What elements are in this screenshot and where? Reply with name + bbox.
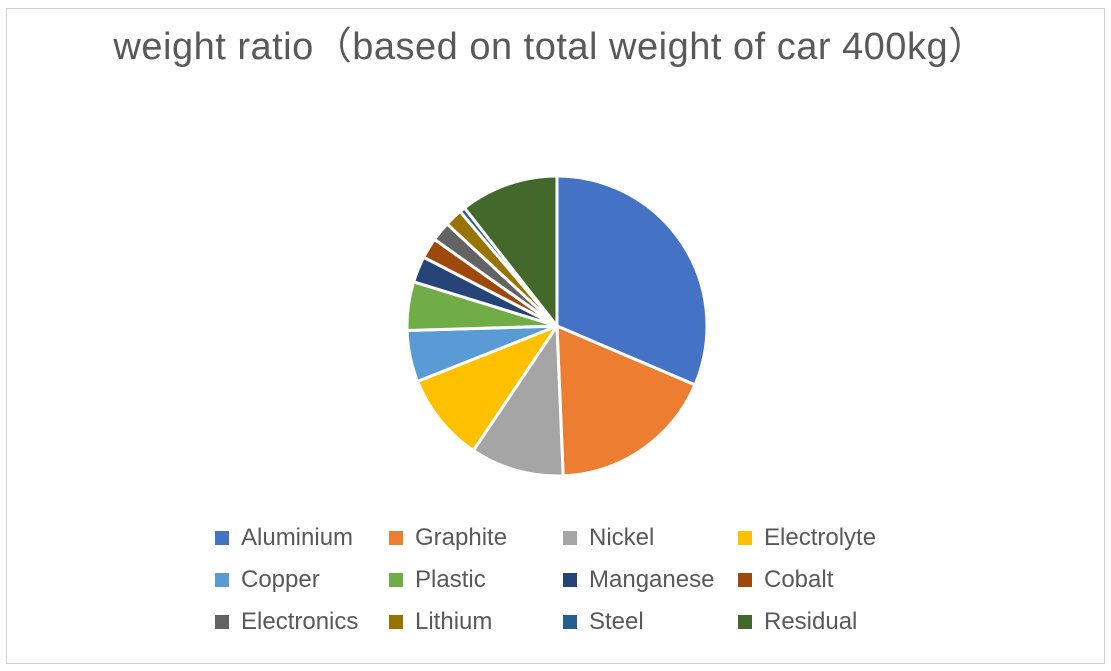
legend-label: Electronics xyxy=(241,608,359,635)
legend-label: Graphite xyxy=(415,524,508,551)
legend-label: Nickel xyxy=(589,524,655,551)
legend-label: Copper xyxy=(241,566,320,593)
legend-item-residual: Residual xyxy=(738,602,857,642)
legend-swatch xyxy=(389,531,403,545)
legend-swatch xyxy=(563,615,577,629)
legend-swatch xyxy=(389,615,403,629)
legend-label: Steel xyxy=(589,608,644,635)
legend-swatch xyxy=(215,615,229,629)
legend-label: Residual xyxy=(764,608,858,635)
legend-swatch xyxy=(215,531,229,545)
legend-swatch xyxy=(738,615,752,629)
legend-label: Aluminium xyxy=(241,524,354,551)
pie-slice-aluminium xyxy=(555,174,709,387)
legend-label: Cobalt xyxy=(764,566,834,593)
legend-item-lithium: Lithium xyxy=(389,602,492,642)
legend-item-plastic: Plastic xyxy=(389,560,486,600)
legend-item-copper: Copper xyxy=(215,560,320,600)
legend-item-nickel: Nickel xyxy=(563,518,654,558)
legend-item-electronics: Electronics xyxy=(215,602,358,642)
legend-swatch xyxy=(738,531,752,545)
legend-swatch xyxy=(738,573,752,587)
legend-swatch xyxy=(563,573,577,587)
legend-swatch xyxy=(389,573,403,587)
chart-title: weight ratio（based on total weight of ca… xyxy=(113,26,987,68)
legend-item-aluminium: Aluminium xyxy=(215,518,353,558)
legend-label: Plastic xyxy=(415,566,486,593)
legend-label: Lithium xyxy=(415,608,493,635)
legend-item-cobalt: Cobalt xyxy=(738,560,833,600)
legend-item-graphite: Graphite xyxy=(389,518,507,558)
legend-item-electrolyte: Electrolyte xyxy=(738,518,876,558)
pie-slice-electrolyte xyxy=(416,324,559,453)
legend-swatch xyxy=(563,531,577,545)
legend-item-manganese: Manganese xyxy=(563,560,714,600)
pie-slice-graphite xyxy=(555,324,697,478)
legend-item-steel: Steel xyxy=(563,602,644,642)
legend-swatch xyxy=(215,573,229,587)
legend-label: Electrolyte xyxy=(764,524,877,551)
pie-slice-residual xyxy=(463,174,559,328)
pie-slice-nickel xyxy=(471,324,565,478)
legend-label: Manganese xyxy=(589,566,715,593)
